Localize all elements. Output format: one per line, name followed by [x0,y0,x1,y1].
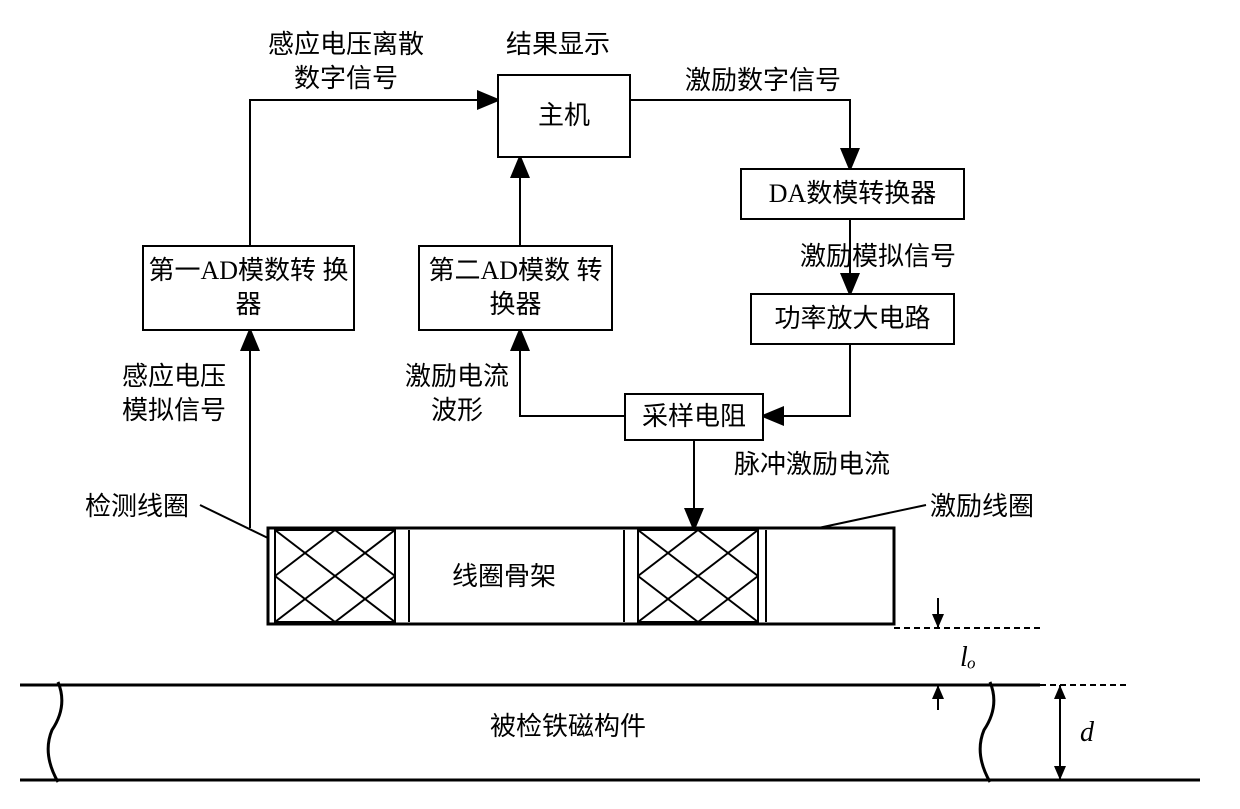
pulse-excitation-current-label: 脉冲激励电流 [734,448,890,482]
main-host-box: 主机 [497,74,631,158]
ad2-box: 第二AD模数 转换器 [418,245,613,331]
sampling-res-label: 采样电阻 [642,400,746,434]
ad1-box: 第一AD模数转 换器 [142,245,355,331]
induced-voltage-discrete-label: 感应电压离散 数字信号 [268,28,424,96]
excitation-analog-label: 激励模拟信号 [800,240,956,274]
excitation-current-wave-label: 激励电流 波形 [405,360,509,428]
da-converter-label: DA数模转换器 [769,177,937,211]
induced-voltage-analog-label: 感应电压 模拟信号 [122,360,226,428]
power-amp-box: 功率放大电路 [750,293,955,345]
ad2-label: 第二AD模数 转换器 [420,254,611,322]
detection-coil-label: 检测线圈 [85,490,189,524]
d-dimension-label: d [1080,715,1094,751]
power-amp-label: 功率放大电路 [774,302,930,336]
inspected-component-label: 被检铁磁构件 [490,710,646,744]
da-converter-box: DA数模转换器 [740,168,965,220]
result-display-label: 结果显示 [506,28,610,62]
sampling-res-box: 采样电阻 [624,393,764,441]
l-o-dimension-label: lₒ [960,640,976,676]
main-host-label: 主机 [538,99,590,133]
coil-frame-label: 线圈骨架 [452,560,556,594]
excitation-digital-label: 激励数字信号 [685,64,841,98]
excitation-coil-label: 激励线圈 [930,490,1034,524]
ad1-label: 第一AD模数转 换器 [144,254,353,322]
